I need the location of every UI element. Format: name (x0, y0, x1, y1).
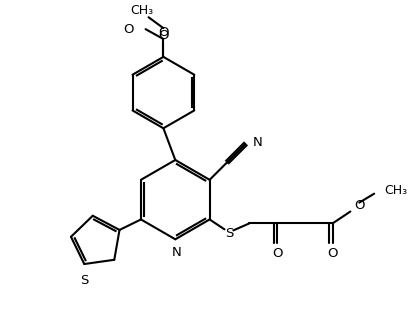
Text: O: O (272, 247, 282, 260)
Text: N: N (252, 136, 262, 149)
Text: CH₃: CH₃ (130, 4, 153, 17)
Text: O: O (158, 26, 168, 39)
Text: S: S (80, 274, 89, 287)
Text: CH₃: CH₃ (384, 184, 407, 197)
Text: O: O (327, 247, 338, 260)
Text: N: N (171, 246, 181, 259)
Text: O: O (158, 28, 168, 42)
Text: O: O (123, 23, 134, 36)
Text: S: S (225, 227, 234, 240)
Text: O: O (354, 199, 365, 212)
